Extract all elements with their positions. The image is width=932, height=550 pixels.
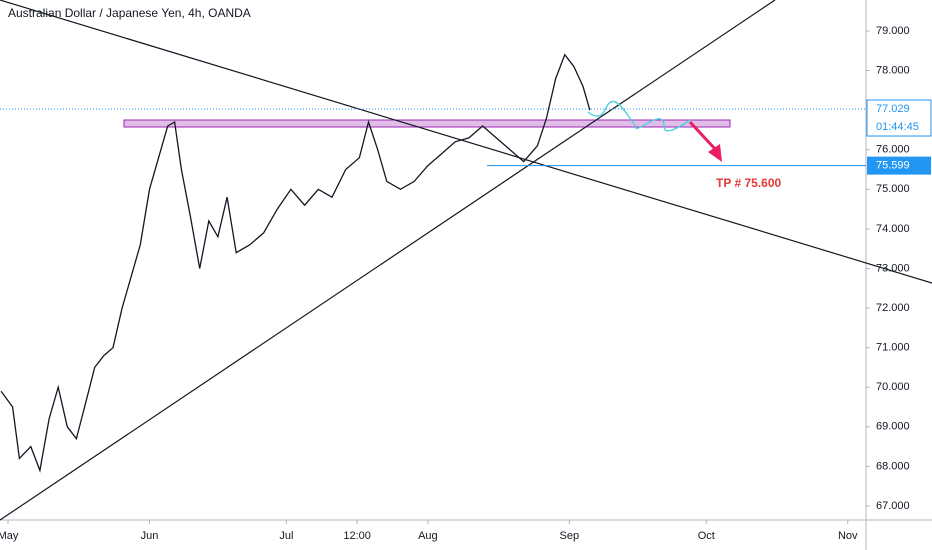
x-tick-label: Jul bbox=[279, 530, 293, 542]
resistance-zone bbox=[123, 119, 731, 128]
y-tick-label: 69.000 bbox=[876, 421, 910, 433]
y-tick-label: 70.000 bbox=[876, 381, 910, 393]
y-tick-label: 71.000 bbox=[876, 342, 910, 354]
projection-path bbox=[587, 100, 691, 132]
price-line bbox=[0, 53, 591, 473]
current-price-box bbox=[866, 99, 932, 137]
y-tick-label: 67.000 bbox=[876, 500, 910, 512]
x-tick-label: Jun bbox=[141, 530, 159, 542]
chart-title: Australian Dollar / Japanese Yen, 4h, OA… bbox=[8, 6, 251, 20]
target-price-box bbox=[867, 156, 931, 175]
x-tick-label: Oct bbox=[698, 530, 715, 542]
current-price-label: 77.029 bbox=[876, 103, 910, 115]
y-tick-label: 75.000 bbox=[876, 183, 910, 195]
arrow-shaft bbox=[688, 120, 718, 152]
y-tick-label: 72.000 bbox=[876, 302, 910, 314]
y-tick-label: 73.000 bbox=[876, 262, 910, 274]
x-tick-label: Aug bbox=[418, 530, 438, 542]
descending-trendline bbox=[0, 0, 932, 284]
y-tick-label: 68.000 bbox=[876, 460, 910, 472]
countdown-label: 01:44:45 bbox=[876, 121, 919, 133]
x-tick-label: 12:00 bbox=[343, 530, 371, 542]
arrow-head bbox=[708, 144, 722, 162]
x-tick-label: Sep bbox=[560, 530, 580, 542]
y-tick-label: 76.000 bbox=[876, 144, 910, 156]
x-tick-label: May bbox=[0, 530, 19, 542]
ascending-trendline bbox=[0, 0, 776, 521]
y-tick-label: 74.000 bbox=[876, 223, 910, 235]
x-tick-label: Nov bbox=[838, 530, 858, 542]
target-price-label: 75.599 bbox=[876, 160, 910, 172]
tp-annotation: TP # 75.600 bbox=[716, 176, 781, 190]
y-tick-label: 79.000 bbox=[876, 25, 910, 37]
y-tick-label: 78.000 bbox=[876, 64, 910, 76]
